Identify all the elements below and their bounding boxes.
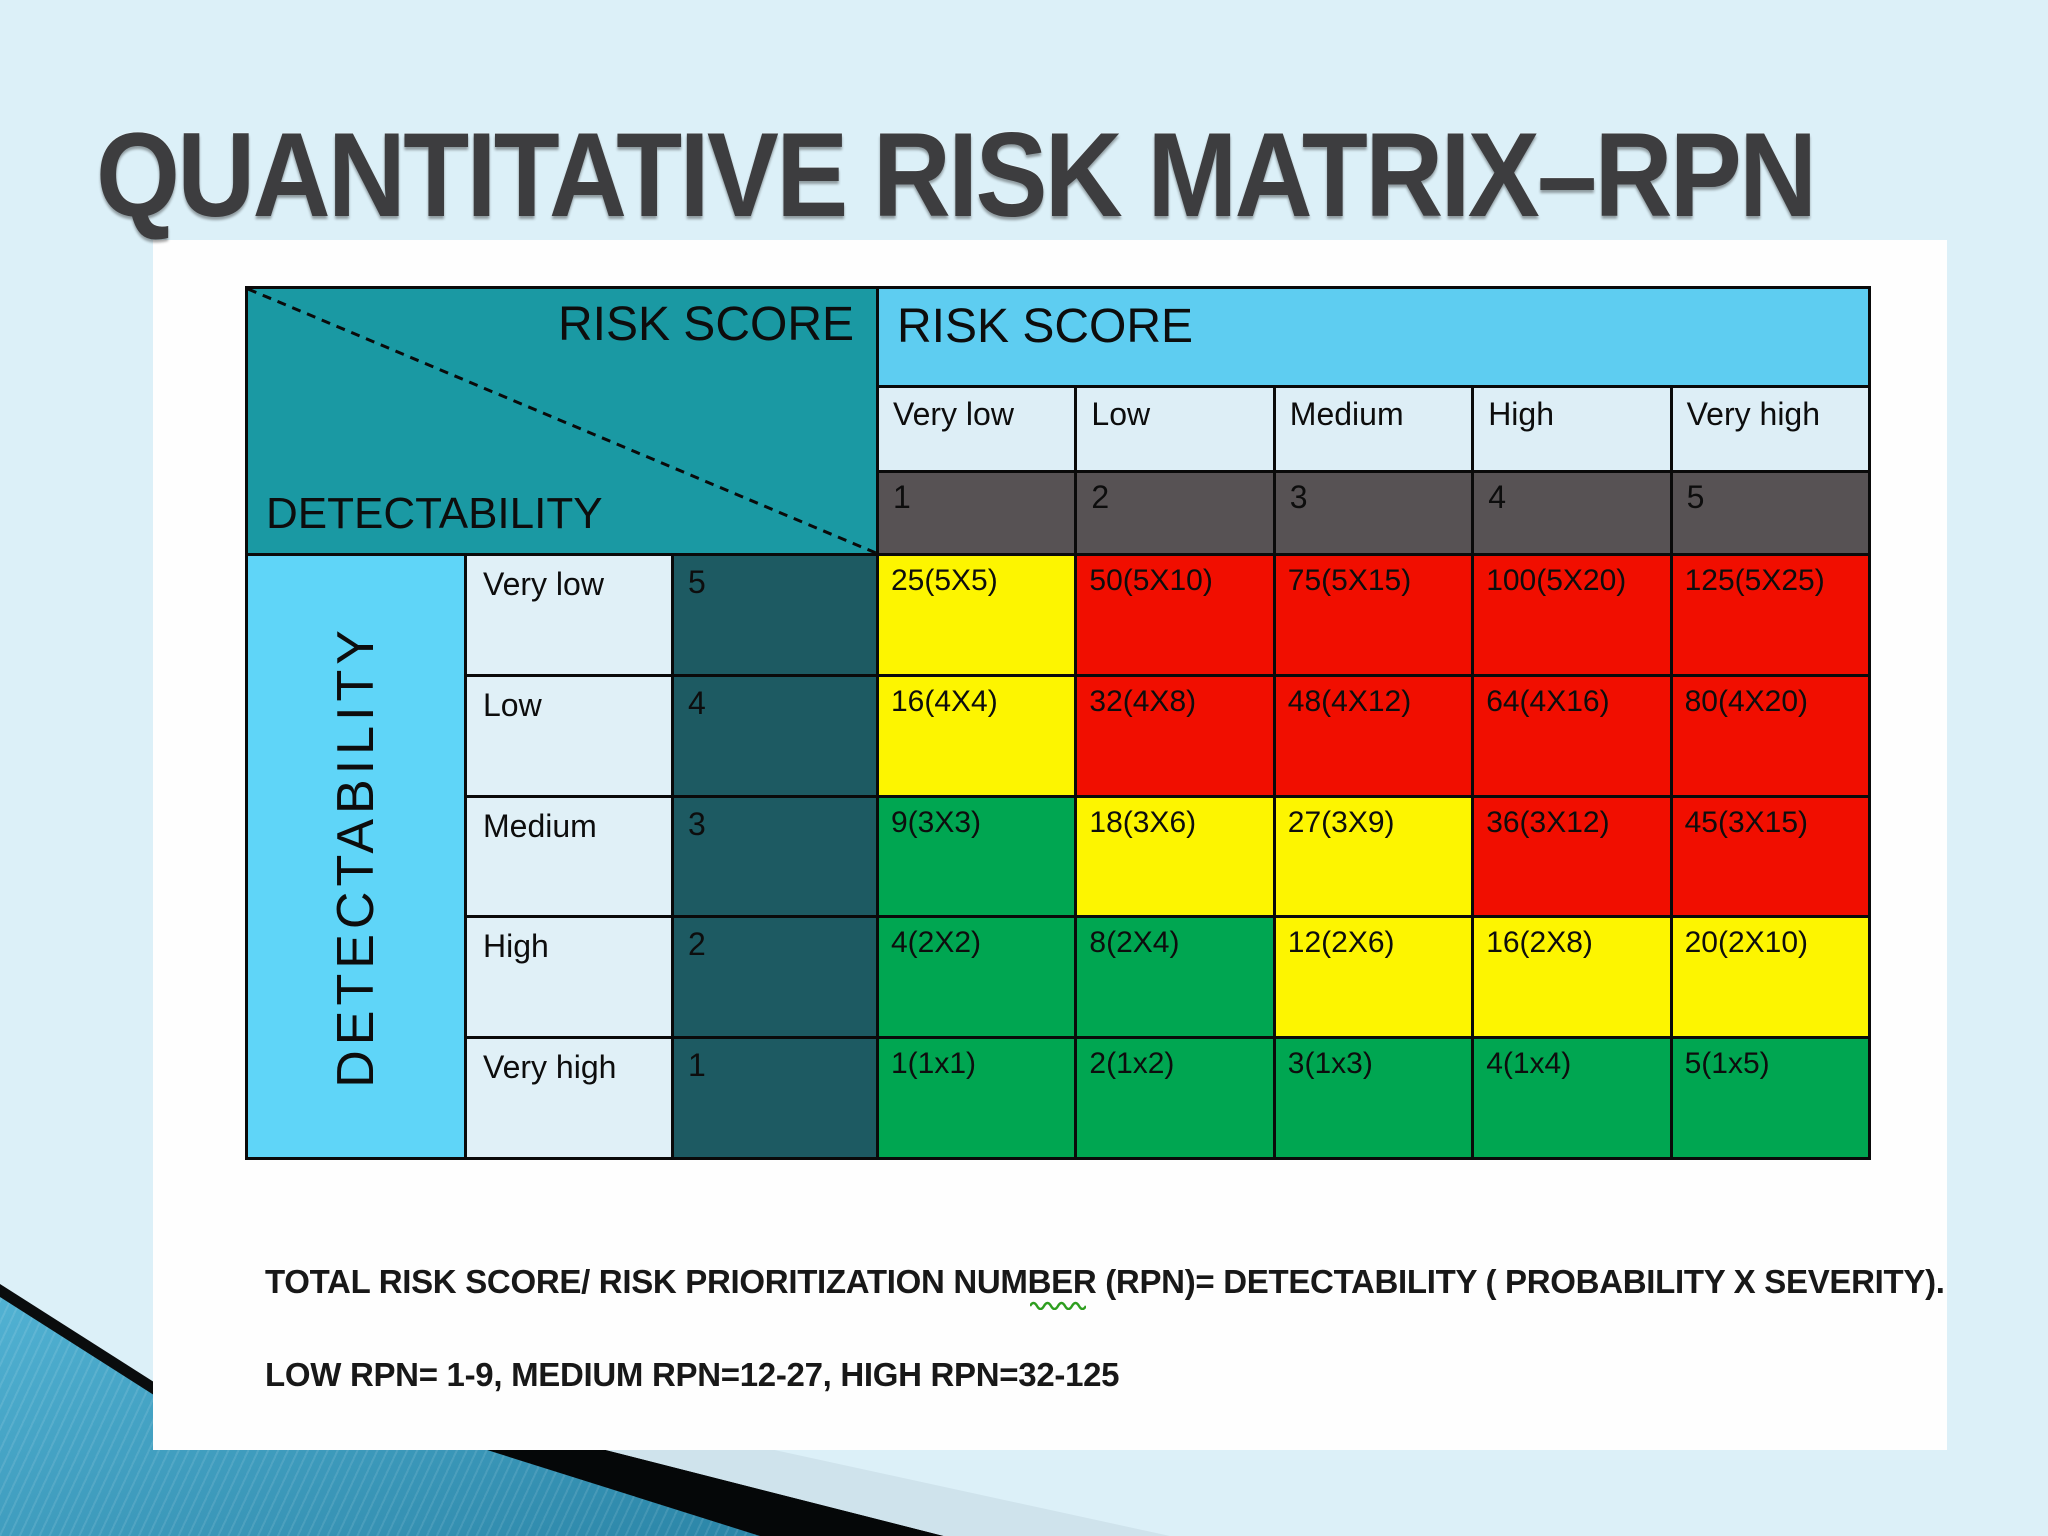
matrix-cell: 4(1x4): [1474, 1039, 1670, 1157]
matrix-cell: 36(3X12): [1474, 797, 1670, 916]
column-number: 5: [1672, 473, 1868, 553]
rpn-formula-text: TOTAL RISK SCORE/ RISK PRIORITIZATION NU…: [265, 1263, 1945, 1300]
rpn-ranges-text: LOW RPN= 1-9, MEDIUM RPN=12-27, HIGH RPN…: [265, 1356, 1120, 1393]
matrix-cell: 32(4X8): [1077, 676, 1273, 795]
row-number: 3: [674, 797, 876, 916]
matrix-cell: 16(2X8): [1474, 918, 1670, 1037]
diagonal-line: [248, 289, 876, 553]
row-label: Very high: [467, 1039, 671, 1157]
matrix-cell: 2(1x2): [1077, 1039, 1273, 1157]
column-number: 4: [1474, 473, 1670, 553]
row-label: Very low: [467, 556, 671, 674]
matrix-cell: 16(4X4): [879, 676, 1075, 795]
matrix-cell: 125(5X25): [1672, 556, 1868, 674]
page-title: QUANTITATIVE RISK MATRIX–RPN: [96, 108, 1817, 242]
column-header: High: [1474, 388, 1670, 470]
column-number: 3: [1275, 473, 1472, 553]
column-number: 2: [1077, 473, 1273, 553]
matrix-cell: 1(1x1): [879, 1039, 1075, 1157]
matrix-cell: 48(4X12): [1275, 676, 1472, 795]
column-axis-header: RISK SCORE: [879, 289, 1868, 385]
corner-risk-score-label: RISK SCORE: [557, 298, 854, 351]
matrix-cell: 75(5X15): [1275, 556, 1472, 674]
row-number: 1: [674, 1039, 876, 1157]
matrix-cell: 100(5X20): [1474, 556, 1670, 674]
matrix-cell: 9(3X3): [879, 797, 1075, 916]
corner-detectability-label: DETECTABILITY: [266, 489, 603, 538]
row-label: Low: [467, 676, 671, 795]
matrix-cell: 5(1x5): [1672, 1039, 1868, 1157]
column-header: Low: [1077, 388, 1273, 470]
matrix-cell: 27(3X9): [1275, 797, 1472, 916]
column-header: Very low: [879, 388, 1075, 470]
matrix-cell: 4(2X2): [879, 918, 1075, 1037]
row-label: High: [467, 918, 671, 1037]
matrix-cell: 20(2X10): [1672, 918, 1868, 1037]
matrix-cell: 25(5X5): [879, 556, 1075, 674]
matrix-cell: 12(2X6): [1275, 918, 1472, 1037]
spellcheck-squiggle: [1030, 1301, 1086, 1310]
corner-cell: RISK SCORE DETECTABILITY: [248, 289, 876, 553]
column-number: 1: [879, 473, 1075, 553]
column-header: Medium: [1275, 388, 1472, 470]
row-axis-title: DETECTABILITY: [327, 625, 385, 1088]
row-axis-band: DETECTABILITY: [248, 556, 464, 1157]
matrix-cell: 45(3X15): [1672, 797, 1868, 916]
matrix-cell: 3(1x3): [1275, 1039, 1472, 1157]
row-label: Medium: [467, 797, 671, 916]
column-header: Very high: [1672, 388, 1868, 470]
matrix-cell: 80(4X20): [1672, 676, 1868, 795]
matrix-cell: 18(3X6): [1077, 797, 1273, 916]
row-number: 2: [674, 918, 876, 1037]
row-number: 5: [674, 556, 876, 674]
content-panel: RISK SCORE DETECTABILITY RISK SCORE Very…: [153, 240, 1947, 1450]
matrix-cell: 64(4X16): [1474, 676, 1670, 795]
risk-matrix-table: RISK SCORE DETECTABILITY RISK SCORE Very…: [245, 286, 1871, 1160]
matrix-cell: 50(5X10): [1077, 556, 1273, 674]
matrix-cell: 8(2X4): [1077, 918, 1273, 1037]
row-number: 4: [674, 676, 876, 795]
